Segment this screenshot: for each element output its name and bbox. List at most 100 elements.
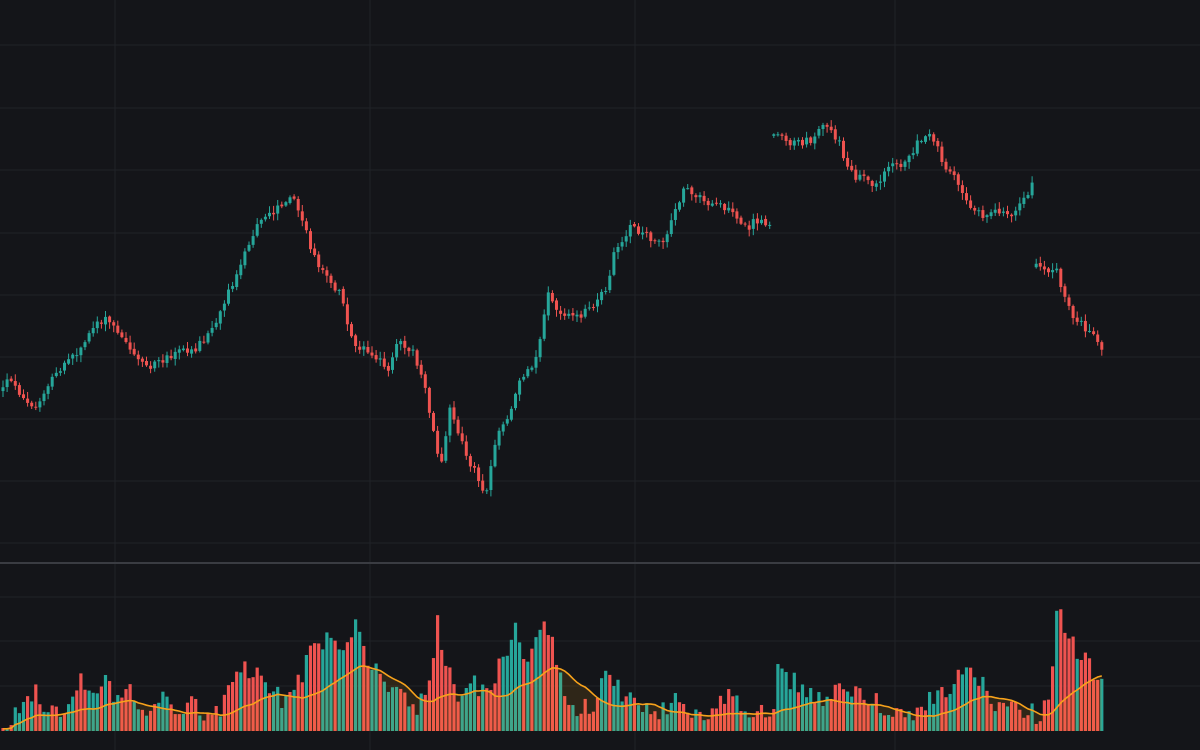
volume-bar — [464, 688, 468, 731]
volume-bar — [325, 632, 329, 731]
candle-body — [169, 355, 173, 359]
volume-bar — [116, 695, 120, 731]
candle-body — [969, 200, 973, 208]
candle-body — [489, 466, 493, 491]
candle-body — [165, 355, 169, 363]
candle-body — [624, 236, 628, 242]
candle-body — [620, 242, 624, 247]
volume-bar — [345, 642, 349, 731]
volume-bar — [997, 702, 1001, 731]
volume-bar — [144, 715, 149, 731]
volume-bar — [1100, 678, 1104, 731]
candle-body — [9, 378, 13, 382]
volume-bar — [1083, 652, 1087, 731]
volume-bar — [259, 675, 263, 731]
volume-bar — [891, 716, 895, 731]
candle-body — [637, 226, 640, 234]
volume-bar — [477, 696, 481, 731]
candle-body — [235, 274, 239, 287]
volume-bar — [1055, 610, 1059, 731]
candle-body — [723, 203, 727, 211]
candle-body — [444, 436, 448, 461]
candle-body — [743, 223, 747, 225]
candle-body — [686, 188, 690, 190]
candle-body — [518, 380, 522, 395]
volume-bar — [87, 690, 91, 731]
volume-bar — [481, 684, 485, 731]
candle-body — [13, 381, 17, 386]
volume-bar — [595, 697, 600, 731]
volume-bar — [99, 686, 103, 731]
candle-body — [776, 134, 780, 136]
volume-bar — [973, 677, 977, 731]
volume-bar — [42, 711, 46, 731]
candle-body — [719, 203, 722, 205]
volume-bar — [780, 668, 784, 731]
candle-body — [481, 480, 485, 491]
volume-bar — [895, 708, 899, 731]
volume-bar — [928, 691, 932, 731]
candle-body — [1010, 214, 1014, 217]
candle-body — [386, 365, 390, 371]
volume-bar — [358, 631, 362, 731]
candle-body — [95, 321, 99, 329]
volume-pane — [1, 609, 1104, 731]
volume-bar — [522, 659, 526, 731]
volume-bar — [431, 658, 436, 731]
candle-body — [391, 357, 394, 370]
volume-bar — [837, 683, 841, 731]
candle-body — [202, 341, 206, 343]
candle-body — [427, 387, 431, 413]
candle-body — [792, 140, 796, 146]
volume-bar — [989, 703, 993, 731]
volume-ma-area — [3, 665, 1102, 731]
candle-body — [731, 208, 735, 213]
volume-bar — [218, 716, 222, 731]
candle-body — [973, 207, 977, 211]
volume-bar — [923, 710, 928, 731]
volume-bar — [850, 696, 854, 731]
volume-bar — [239, 672, 243, 731]
candle-body — [948, 169, 952, 172]
volume-bar — [579, 713, 583, 731]
candle-body — [919, 141, 923, 143]
volume-bar — [841, 689, 846, 731]
candle-body — [596, 299, 599, 307]
volume-bar — [390, 687, 395, 731]
candle-body — [280, 204, 284, 207]
volume-bar — [878, 713, 882, 731]
candle-body — [989, 212, 993, 217]
candle-body — [75, 355, 79, 357]
volume-bar — [759, 704, 764, 731]
volume-bar — [267, 693, 272, 731]
candle-body — [263, 216, 267, 220]
candle-body — [407, 347, 411, 352]
volume-bar — [448, 667, 452, 731]
volume-bar — [936, 690, 940, 731]
candle-body — [399, 341, 403, 345]
volume-bar — [882, 715, 887, 731]
candle-body — [292, 196, 296, 199]
candle-body — [198, 340, 202, 351]
volume-bar — [157, 702, 161, 731]
candle-body — [944, 161, 948, 170]
volume-bar — [661, 702, 665, 731]
candle-body — [907, 155, 911, 163]
candle-body — [91, 328, 95, 334]
candle-body — [206, 333, 210, 343]
volume-bar — [747, 717, 751, 731]
volume-bar — [34, 684, 38, 731]
candle-body — [456, 419, 460, 434]
candle-body — [149, 365, 153, 369]
volume-bar — [501, 656, 505, 731]
candle-body — [177, 349, 181, 353]
candle-body — [854, 169, 858, 180]
volume-bar — [608, 674, 612, 731]
volume-bar — [546, 635, 550, 731]
volume-bar — [952, 684, 956, 731]
candle-body — [669, 220, 673, 235]
candle-body — [440, 453, 444, 462]
candle-body — [464, 441, 468, 456]
candle-body — [473, 466, 476, 468]
